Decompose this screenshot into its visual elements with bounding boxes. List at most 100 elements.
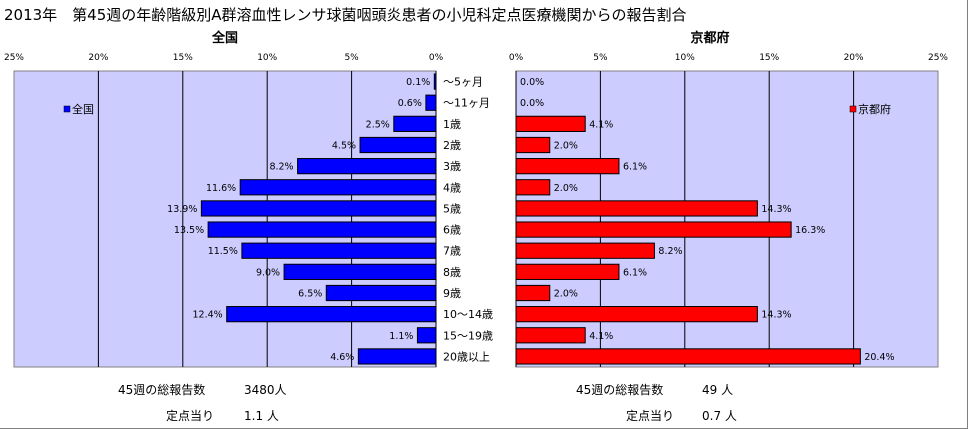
bars-layer	[200, 73, 861, 365]
kyoto-bar	[515, 242, 655, 259]
national-data-label: 0.6%	[398, 98, 422, 109]
kyoto-per-label: 定点当り	[626, 408, 674, 423]
national-bar	[239, 179, 437, 196]
kyoto-data-label: 4.1%	[589, 331, 613, 342]
national-tick-label: 0%	[429, 53, 444, 63]
national-bar	[359, 136, 437, 154]
national-data-label: 11.5%	[208, 246, 238, 257]
category-label: 2歳	[443, 139, 461, 152]
kyoto-data-label: 14.3%	[761, 204, 791, 215]
national-bar	[207, 221, 437, 238]
kyoto-data-label: 4.1%	[589, 119, 613, 130]
kyoto-bar	[515, 348, 861, 365]
national-data-label: 2.5%	[366, 119, 390, 130]
category-label: 20歳以上	[443, 350, 490, 363]
category-label: 3歳	[443, 160, 461, 173]
kyoto-legend: 京都府	[849, 102, 891, 116]
kyoto-bar	[515, 221, 792, 238]
category-label: 10～14歳	[443, 308, 493, 321]
national-tick-label: 10%	[257, 53, 277, 63]
kyoto-bar	[515, 306, 758, 323]
kyoto-data-label: 0.0%	[520, 98, 544, 109]
national-bar	[357, 348, 437, 365]
kyoto-panel-title: 京都府	[690, 30, 729, 46]
kyoto-bar	[515, 284, 551, 302]
category-label: 4歳	[443, 181, 461, 194]
kyoto-bar	[515, 158, 620, 175]
category-label: 1歳	[443, 118, 461, 131]
national-data-label: 1.1%	[389, 331, 413, 342]
kyoto-tick-label: 25%	[928, 53, 948, 63]
kyoto-bar	[515, 327, 586, 344]
national-tick-label: 20%	[88, 53, 108, 63]
national-bar	[297, 158, 437, 175]
category-label: 6歳	[443, 224, 461, 237]
chart-title: 2013年 第45週の年齢階級別A群溶血性レンサ球菌咽頭炎患者の小児科定点医療機…	[4, 6, 687, 24]
kyoto-data-label: 6.1%	[623, 162, 647, 173]
kyoto-data-label: 2.0%	[554, 289, 578, 300]
kyoto-total-value: 49 人	[702, 383, 733, 397]
national-per-label: 定点当り	[166, 408, 214, 423]
kyoto-bar	[515, 115, 586, 132]
national-panel-title: 全国	[211, 30, 238, 46]
kyoto-tick-label: 5%	[593, 53, 608, 63]
kyoto-bar	[515, 179, 551, 196]
labels-layer: 0% 5% 10% 15% 20% 25% 0.1% 0.6% 2.5% 4.5% 8.2% 11.6…	[4, 53, 948, 363]
category-label: 7歳	[443, 245, 461, 258]
national-tick-label: 25%	[4, 53, 24, 63]
kyoto-data-label: 8.2%	[658, 246, 682, 257]
national-bar	[325, 284, 437, 302]
national-legend-swatch	[63, 105, 71, 113]
kyoto-tick-label: 10%	[675, 53, 695, 63]
national-bar	[200, 200, 437, 217]
category-label: 8歳	[443, 266, 461, 279]
national-data-label: 11.6%	[206, 183, 236, 194]
kyoto-data-label: 2.0%	[554, 183, 578, 194]
national-data-label: 4.6%	[330, 352, 354, 363]
kyoto-data-label: 14.3%	[761, 310, 791, 321]
national-bar	[433, 73, 437, 90]
kyoto-tick-label: 0%	[509, 53, 524, 63]
national-bar	[416, 327, 437, 344]
kyoto-legend-label: 京都府	[858, 102, 891, 116]
kyoto-total-label: 45週の総報告数	[576, 382, 663, 397]
category-label: 9歳	[443, 287, 461, 300]
kyoto-data-label: 2.0%	[554, 141, 578, 152]
national-total-label: 45週の総報告数	[118, 382, 205, 397]
national-data-label: 0.1%	[406, 77, 430, 88]
national-legend: 全国	[63, 102, 94, 116]
category-label: ～11ヶ月	[443, 97, 490, 110]
national-data-label: 13.9%	[167, 204, 197, 215]
national-bar	[226, 306, 437, 323]
national-bar	[283, 263, 437, 280]
national-data-label: 9.0%	[256, 267, 280, 278]
kyoto-bar	[515, 263, 620, 280]
kyoto-data-label: 16.3%	[795, 225, 825, 236]
kyoto-legend-swatch	[849, 105, 857, 113]
kyoto-data-label: 0.0%	[520, 77, 544, 88]
national-bar	[393, 115, 437, 132]
national-data-label: 13.5%	[174, 225, 204, 236]
kyoto-tick-label: 15%	[759, 53, 779, 63]
category-label: 5歳	[443, 202, 461, 215]
kyoto-tick-label: 20%	[844, 53, 864, 63]
kyoto-bar	[515, 136, 551, 154]
national-data-label: 4.5%	[332, 141, 356, 152]
national-data-label: 12.4%	[193, 310, 223, 321]
category-label: ～5ヶ月	[443, 76, 483, 89]
national-data-label: 8.2%	[269, 162, 293, 173]
national-legend-label: 全国	[72, 102, 94, 116]
kyoto-per-value: 0.7 人	[702, 409, 737, 423]
category-label: 15～19歳	[443, 329, 493, 342]
national-data-label: 6.5%	[298, 289, 322, 300]
kyoto-data-label: 6.1%	[623, 267, 647, 278]
national-tick-label: 15%	[173, 53, 193, 63]
national-tick-label: 5%	[344, 53, 359, 63]
national-total-value: 3480人	[244, 383, 287, 397]
national-bar	[425, 94, 437, 111]
kyoto-bar	[515, 200, 758, 217]
national-bar	[241, 242, 437, 259]
national-per-value: 1.1 人	[244, 409, 279, 423]
